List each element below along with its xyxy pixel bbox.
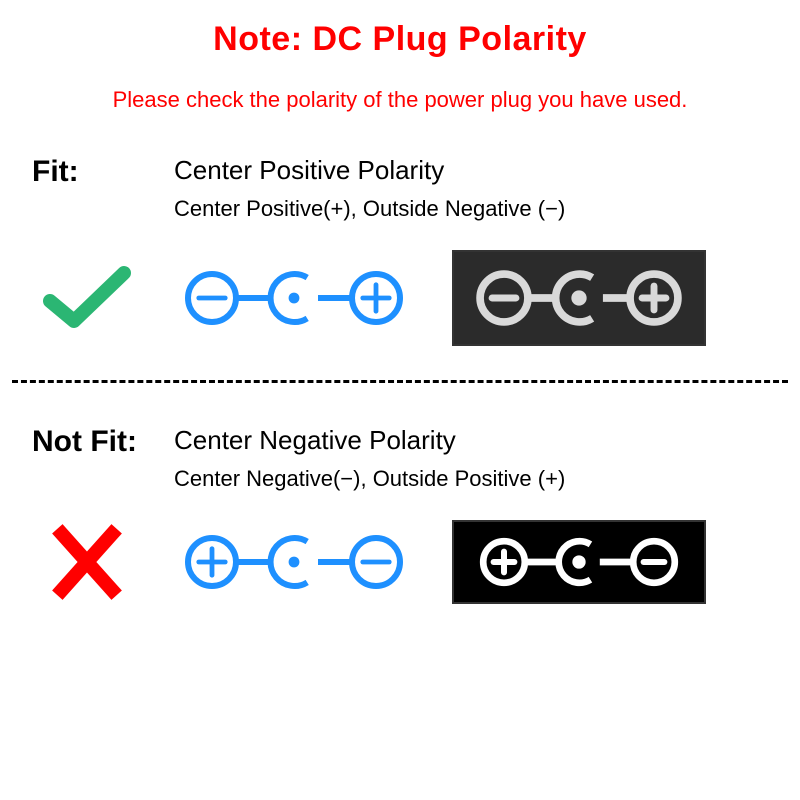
notfit-label: Not Fit: [32, 425, 152, 459]
fit-polarity-badge-dark [452, 250, 706, 346]
fit-description-group: Center Positive Polarity Center Positive… [174, 155, 565, 222]
notfit-section: Not Fit: Center Negative Polarity Center… [0, 425, 800, 604]
fit-section: Fit: Center Positive Polarity Center Pos… [0, 155, 800, 346]
page-title: Note: DC Plug Polarity [0, 0, 800, 59]
cross-icon [32, 522, 142, 602]
checkmark-icon [32, 263, 142, 333]
notfit-symbol-row [32, 520, 780, 604]
notfit-description-group: Center Negative Polarity Center Negative… [174, 425, 565, 492]
fit-heading: Center Positive Polarity [174, 155, 565, 186]
page-root: Note: DC Plug Polarity Please check the … [0, 0, 800, 800]
page-subtitle: Please check the polarity of the power p… [0, 59, 800, 113]
section-divider [12, 380, 788, 383]
notfit-polarity-symbol-blue [182, 527, 412, 597]
fit-symbol-row [32, 250, 780, 346]
fit-polarity-symbol-blue [182, 263, 412, 333]
fit-detail: Center Positive(+), Outside Negative (−) [174, 196, 565, 222]
notfit-heading: Center Negative Polarity [174, 425, 565, 456]
notfit-detail: Center Negative(−), Outside Positive (+) [174, 466, 565, 492]
fit-label: Fit: [32, 155, 152, 189]
notfit-label-row: Not Fit: Center Negative Polarity Center… [32, 425, 780, 492]
fit-label-row: Fit: Center Positive Polarity Center Pos… [32, 155, 780, 222]
notfit-polarity-badge-dark [452, 520, 706, 604]
